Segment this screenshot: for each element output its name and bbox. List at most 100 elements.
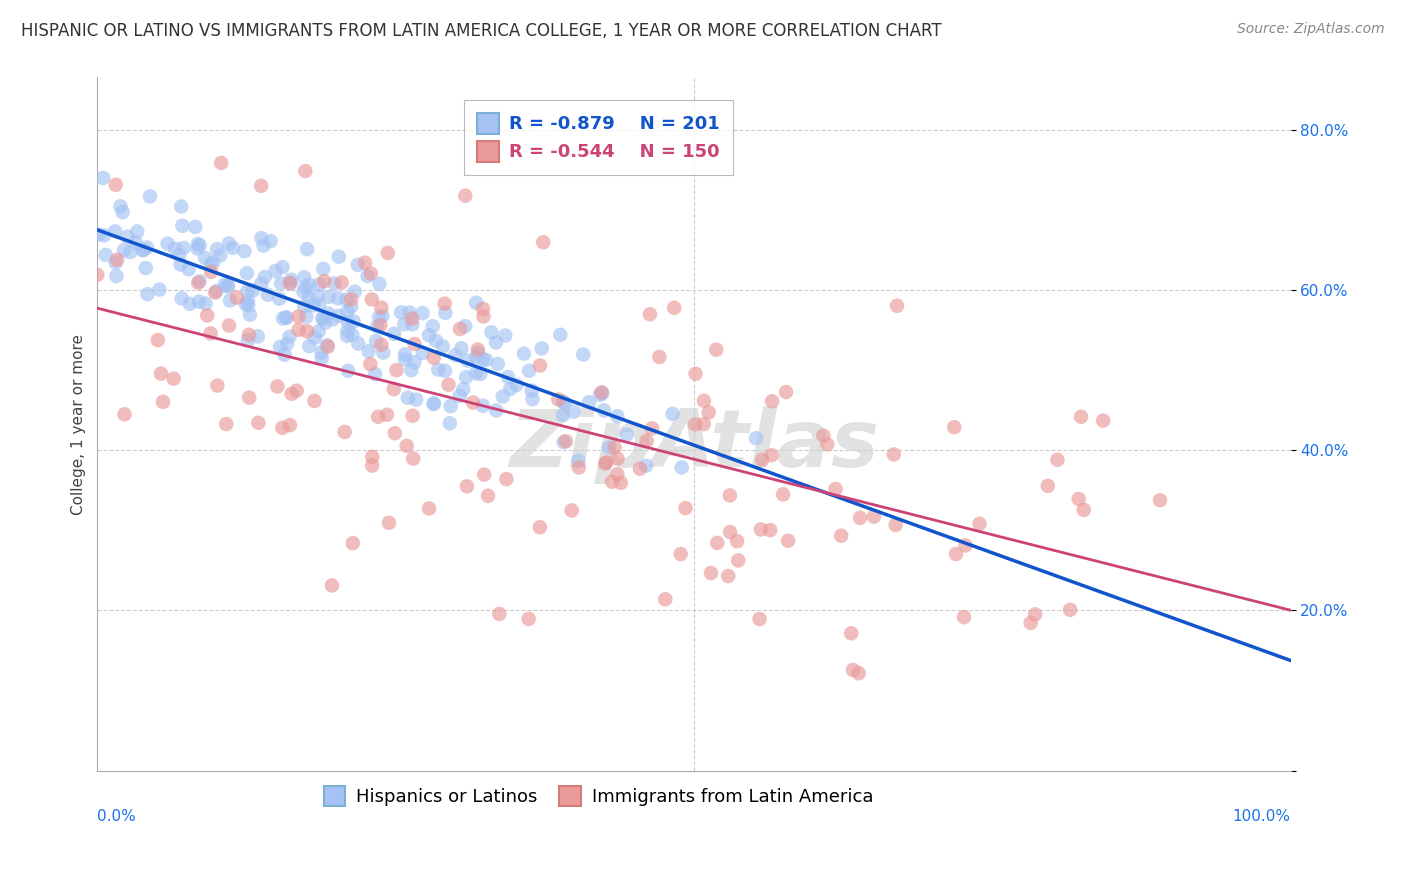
Text: ZipAtlas: ZipAtlas: [509, 406, 879, 483]
Point: [603, 441, 626, 455]
Point: [591, 386, 613, 401]
Point: [361, 458, 384, 473]
Point: [464, 366, 486, 380]
Point: [456, 479, 478, 493]
Point: [120, 245, 142, 260]
Point: [470, 367, 492, 381]
Point: [422, 319, 444, 334]
Point: [188, 274, 211, 288]
Point: [333, 425, 356, 439]
Point: [131, 243, 153, 257]
Point: [402, 451, 425, 466]
Point: [307, 289, 329, 303]
Point: [505, 378, 527, 392]
Point: [437, 377, 460, 392]
Point: [412, 346, 434, 360]
Point: [444, 348, 467, 362]
Point: [188, 238, 211, 252]
Point: [595, 455, 617, 469]
Point: [425, 334, 447, 348]
Point: [727, 553, 749, 567]
Point: [266, 379, 288, 393]
Point: [318, 290, 340, 304]
Point: [405, 392, 427, 407]
Point: [117, 229, 139, 244]
Point: [496, 370, 519, 384]
Point: [200, 265, 222, 279]
Point: [202, 255, 225, 269]
Point: [685, 367, 707, 381]
Point: [308, 298, 330, 312]
Point: [591, 385, 613, 400]
Point: [472, 467, 495, 482]
Point: [382, 326, 405, 341]
Point: [280, 277, 302, 291]
Point: [259, 234, 281, 248]
Point: [886, 299, 908, 313]
Point: [170, 200, 193, 214]
Point: [522, 392, 544, 406]
Point: [239, 308, 262, 322]
Point: [321, 578, 343, 592]
Point: [112, 244, 135, 258]
Point: [628, 461, 651, 475]
Point: [177, 262, 200, 277]
Point: [359, 357, 381, 371]
Point: [517, 364, 540, 378]
Point: [136, 240, 159, 254]
Point: [205, 284, 228, 298]
Point: [207, 378, 229, 392]
Point: [486, 357, 509, 371]
Point: [453, 382, 475, 396]
Point: [246, 329, 269, 343]
Point: [346, 258, 368, 272]
Point: [163, 372, 186, 386]
Point: [217, 279, 239, 293]
Point: [328, 309, 350, 323]
Text: Source: ZipAtlas.com: Source: ZipAtlas.com: [1237, 22, 1385, 37]
Point: [849, 511, 872, 525]
Point: [593, 457, 616, 471]
Point: [233, 244, 256, 259]
Point: [104, 255, 127, 269]
Point: [87, 227, 110, 242]
Point: [298, 339, 321, 353]
Point: [654, 592, 676, 607]
Point: [439, 416, 461, 430]
Point: [389, 305, 412, 319]
Point: [641, 421, 664, 435]
Point: [364, 334, 387, 348]
Point: [308, 325, 330, 339]
Point: [238, 391, 260, 405]
Point: [1036, 479, 1059, 493]
Point: [104, 178, 127, 192]
Point: [394, 347, 416, 361]
Point: [292, 270, 315, 285]
Point: [127, 224, 149, 238]
Point: [111, 205, 134, 219]
Point: [427, 362, 450, 376]
Point: [250, 178, 273, 193]
Point: [434, 306, 457, 320]
Point: [336, 324, 359, 338]
Point: [440, 399, 463, 413]
Point: [360, 267, 382, 281]
Point: [375, 408, 398, 422]
Point: [105, 252, 128, 267]
Point: [186, 242, 208, 256]
Point: [285, 384, 308, 398]
Point: [422, 351, 444, 365]
Point: [273, 348, 295, 362]
Point: [194, 296, 217, 310]
Point: [943, 420, 966, 434]
Point: [236, 293, 259, 308]
Point: [1046, 452, 1069, 467]
Point: [343, 285, 366, 299]
Point: [370, 318, 392, 333]
Point: [842, 663, 865, 677]
Point: [449, 322, 471, 336]
Point: [761, 448, 783, 462]
Point: [404, 355, 426, 369]
Point: [471, 399, 494, 413]
Point: [411, 306, 433, 320]
